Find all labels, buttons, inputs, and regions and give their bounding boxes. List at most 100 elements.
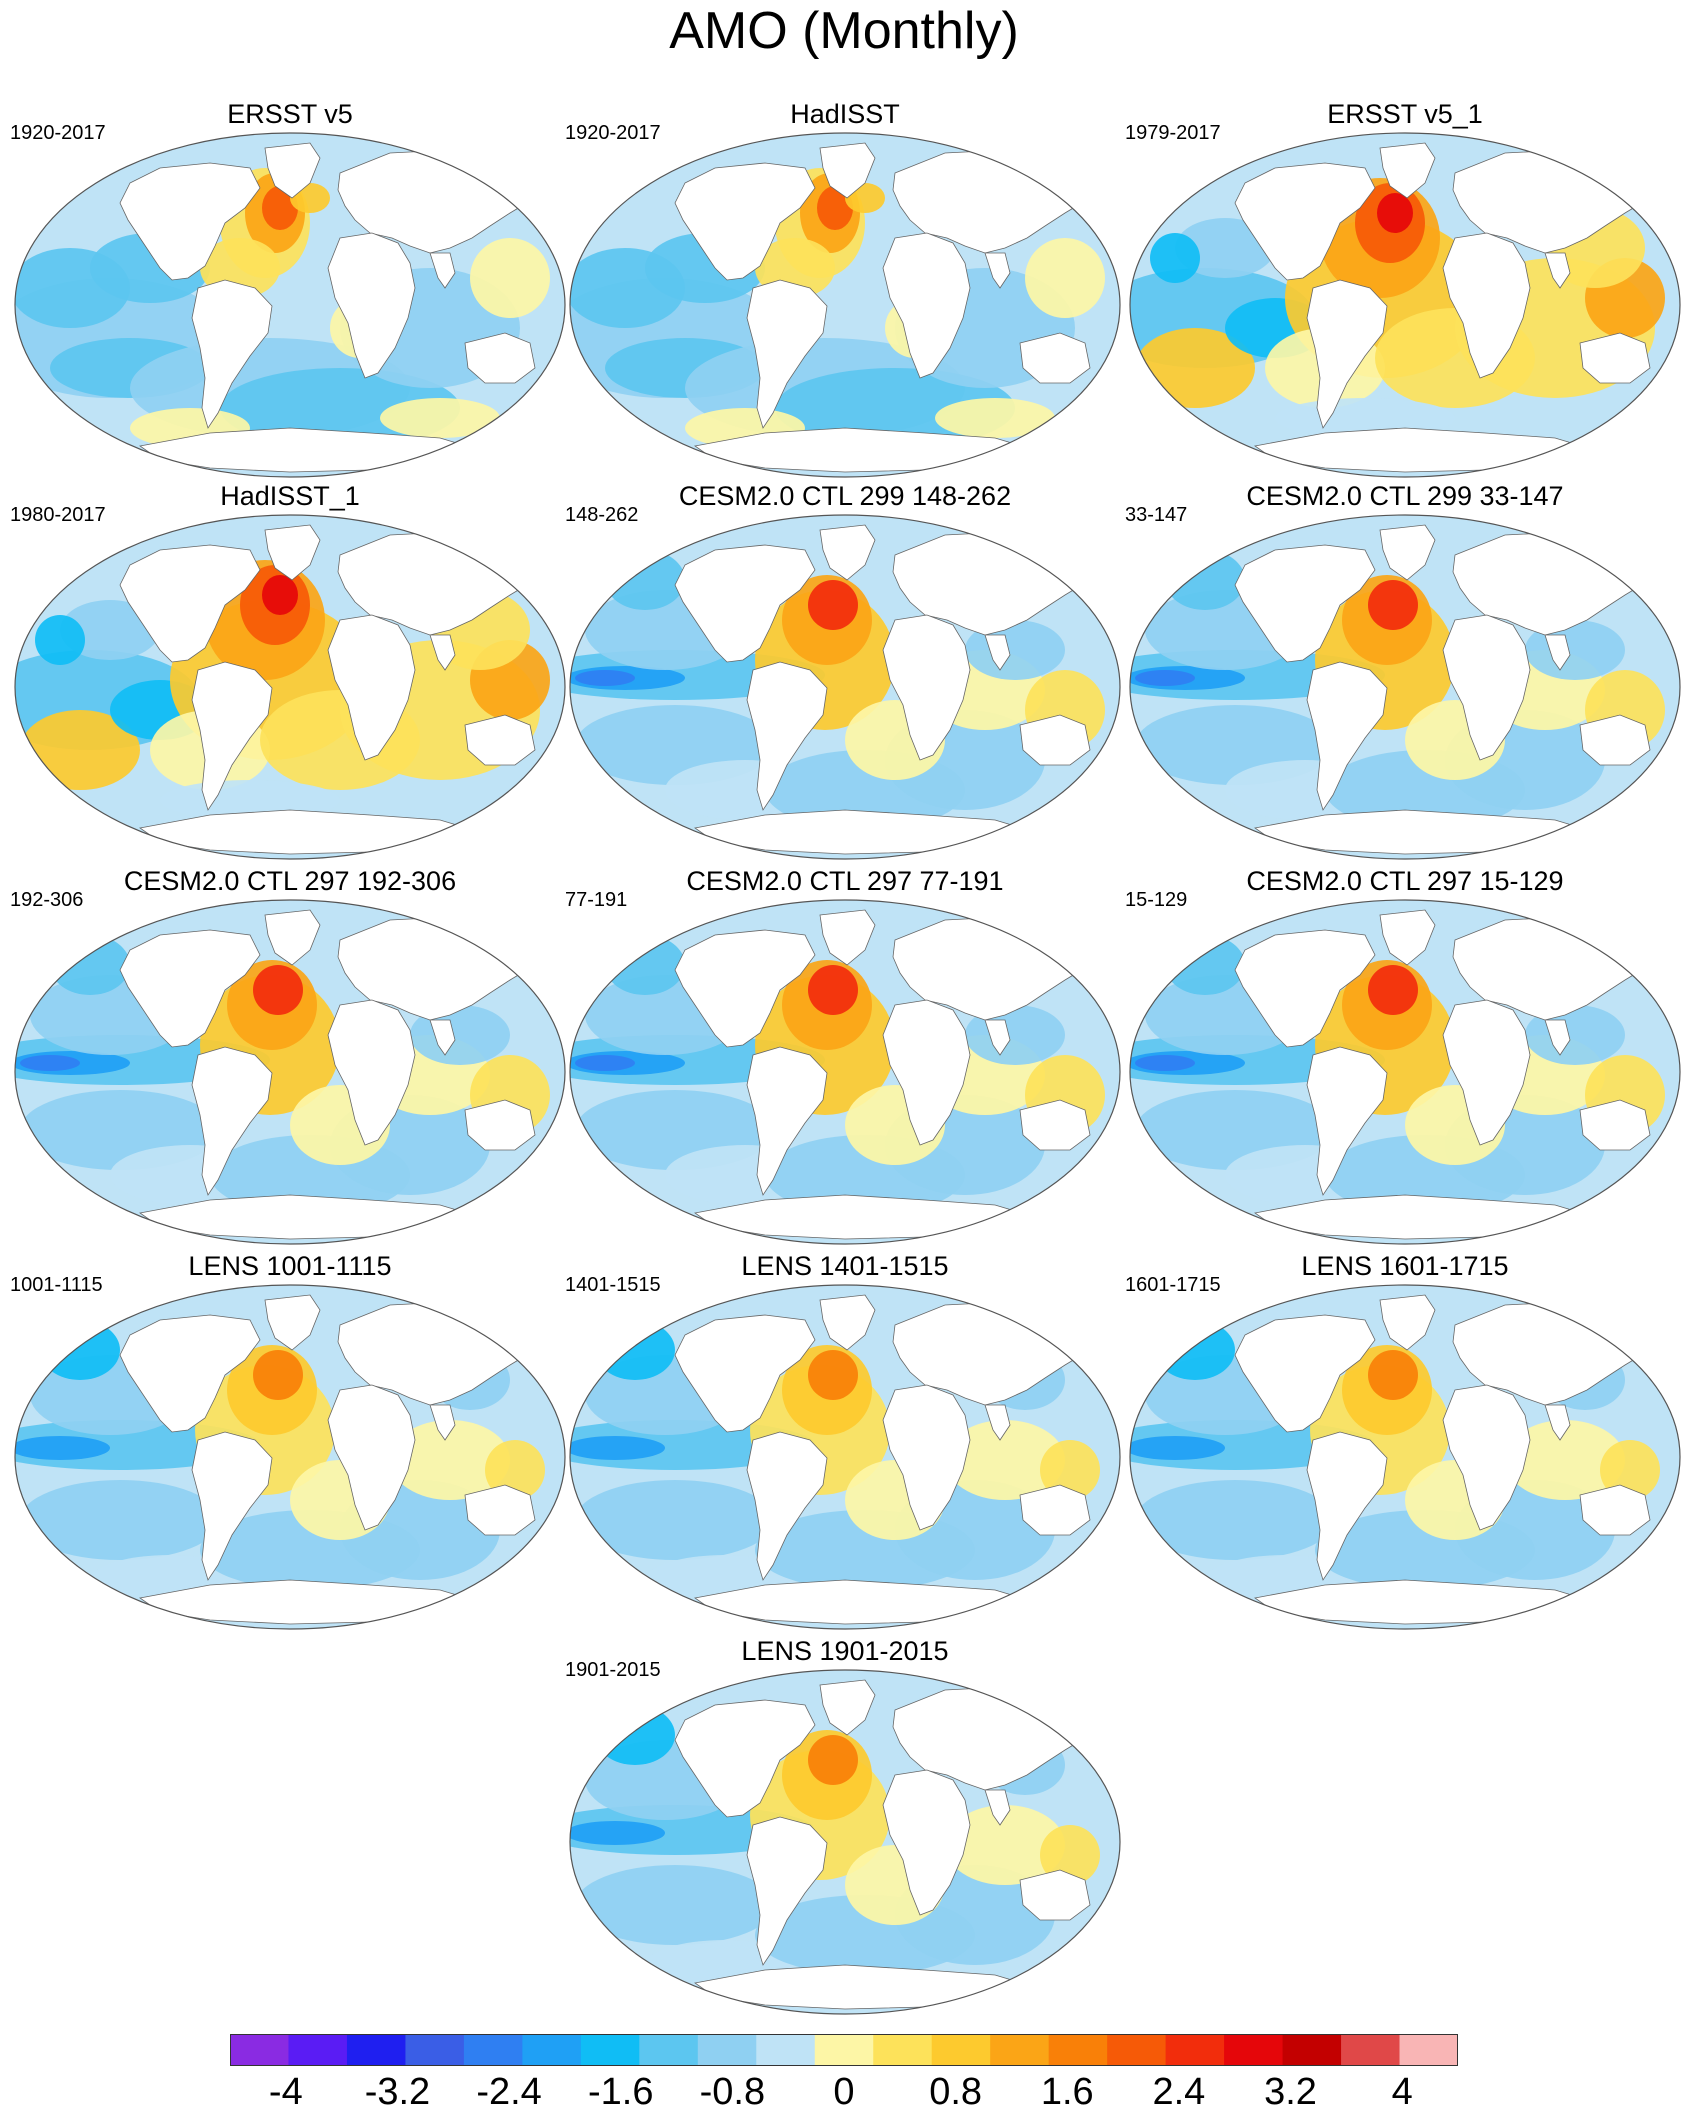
landmass-australia <box>1579 332 1651 384</box>
colorbar-tick-label: 3.2 <box>1264 2071 1317 2113</box>
colorbar-swatch <box>346 2034 406 2066</box>
panel-period: 33-147 <box>1125 504 1188 526</box>
landmass-greenland <box>1379 142 1436 199</box>
landmass-samerica <box>1306 661 1388 811</box>
anomaly-contour <box>1368 965 1418 1015</box>
landmass-greenland <box>264 1294 321 1351</box>
world-map <box>1129 132 1681 478</box>
landmass-australia <box>1019 714 1091 766</box>
colorbar-tick-label: -4 <box>268 2071 303 2113</box>
landmass-greenland <box>264 142 321 199</box>
panel-title: CESM2.0 CTL 297 192-306 <box>123 866 457 896</box>
landmass-greenland <box>264 524 321 581</box>
panel-period: 1401-1515 <box>565 1274 661 1296</box>
landmass-australia <box>464 1484 536 1536</box>
anomaly-contour <box>570 1821 665 1845</box>
map-outline <box>1129 514 1681 860</box>
landmass-india <box>984 634 1011 671</box>
anomaly-contour <box>1600 1440 1660 1500</box>
colorbar-swatch <box>522 2034 582 2066</box>
panel-period: 1920-2017 <box>565 122 661 144</box>
colorbar-tick-label: 4 <box>1391 2071 1413 2113</box>
landmass-samerica <box>191 279 273 429</box>
anomaly-contour <box>575 1865 775 1945</box>
colorbar-swatch <box>405 2034 465 2066</box>
landmass-africa <box>882 999 971 1146</box>
landmass-africa <box>1442 614 1531 761</box>
landmass-greenland <box>1379 524 1436 581</box>
anomaly-contour <box>390 1420 510 1500</box>
landmass-india <box>1544 252 1571 289</box>
landmass-samerica <box>746 1046 828 1196</box>
landmass-namerica <box>1234 544 1376 663</box>
anomaly-contour <box>1040 1825 1100 1885</box>
anomaly-contour <box>253 965 303 1015</box>
landmass-australia <box>1019 1869 1091 1921</box>
anomaly-contour <box>20 1480 220 1560</box>
map-panel: HadISST 1920-2017 <box>565 98 1125 483</box>
anomaly-contour <box>380 398 500 438</box>
map-outline <box>14 514 566 860</box>
landmass-africa <box>882 232 971 379</box>
landmass-greenland <box>819 1294 876 1351</box>
anomaly-contour <box>605 935 685 995</box>
panel-period: 1001-1115 <box>10 1274 103 1296</box>
landmass-namerica <box>674 162 816 281</box>
landmass-greenland <box>819 909 876 966</box>
panel-period: 192-306 <box>10 889 84 911</box>
panel-title: CESM2.0 CTL 299 33-147 <box>1246 481 1564 511</box>
world-map <box>14 1284 566 1630</box>
anomaly-contour <box>808 965 858 1015</box>
landmass-india <box>429 1019 456 1056</box>
landmass-africa <box>882 614 971 761</box>
landmass-namerica <box>1234 162 1376 281</box>
colorbar-swatch <box>1165 2034 1225 2066</box>
landmass-samerica <box>746 1431 828 1581</box>
landmass-samerica <box>746 279 828 429</box>
panel-title: ERSST v5_1 <box>1327 99 1483 129</box>
anomaly-contour <box>253 1350 303 1400</box>
landmass-india <box>429 634 456 671</box>
landmass-australia <box>1019 1099 1091 1151</box>
panel-title: CESM2.0 CTL 297 15-129 <box>1246 866 1564 896</box>
colorbar-swatches <box>230 2034 1458 2066</box>
anomaly-contour <box>1505 1420 1625 1500</box>
anomaly-contour <box>1377 193 1413 233</box>
colorbar-swatch <box>931 2034 991 2066</box>
landmass-india <box>429 252 456 289</box>
anomaly-contour <box>1025 238 1105 318</box>
map-panel: CESM2.0 CTL 297 77-191 77-191 <box>565 865 1125 1250</box>
colorbar-swatch <box>1224 2034 1284 2066</box>
colorbar-swatch <box>580 2034 640 2066</box>
landmass-africa <box>1442 999 1531 1146</box>
landmass-australia <box>1579 1484 1651 1536</box>
landmass-samerica <box>746 1816 828 1966</box>
map-panel: CESM2.0 CTL 299 33-147 33-147 <box>1125 480 1685 865</box>
panel-period: 1979-2017 <box>1125 122 1221 144</box>
map-panel: LENS 1901-2015 1901-2015 <box>565 1635 1125 2020</box>
colorbar-swatch <box>288 2034 348 2066</box>
landmass-namerica <box>119 544 261 663</box>
landmass-africa <box>882 1384 971 1531</box>
landmass-namerica <box>674 1699 816 1818</box>
panel-title: LENS 1901-2015 <box>741 1636 949 1666</box>
colorbar-tick-label: 1.6 <box>1040 2071 1094 2113</box>
colorbar-tick-label: -3.2 <box>364 2071 431 2113</box>
colorbar <box>230 2034 1458 2066</box>
landmass-greenland <box>819 142 876 199</box>
anomaly-contour <box>808 1350 858 1400</box>
anomaly-contour <box>1135 1480 1335 1560</box>
landmass-india <box>984 252 1011 289</box>
anomaly-contour <box>1165 550 1245 610</box>
colorbar-tick-label: -2.4 <box>476 2071 542 2113</box>
landmass-namerica <box>674 929 816 1048</box>
panel-period: 15-129 <box>1125 889 1188 911</box>
anomaly-contour <box>575 1480 775 1560</box>
map-outline <box>14 899 566 1245</box>
colorbar-swatch <box>1399 2034 1458 2066</box>
anomaly-contour <box>1368 580 1418 630</box>
landmass-samerica <box>191 661 273 811</box>
colorbar-swatch <box>1107 2034 1167 2066</box>
colorbar-frame <box>230 2034 1458 2066</box>
map-outline <box>14 1284 566 1630</box>
